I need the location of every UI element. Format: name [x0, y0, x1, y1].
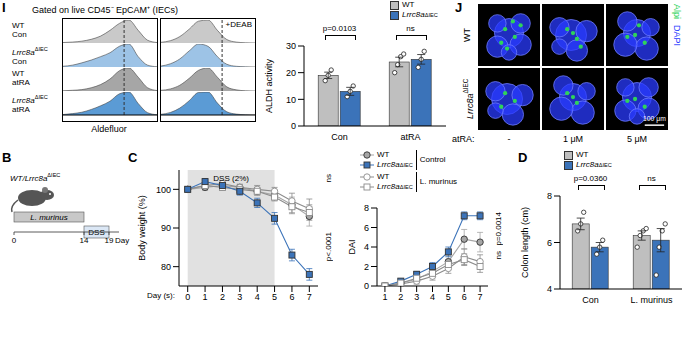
html-text:Lrrc8a: Lrrc8a [465, 93, 475, 120]
html-text:Lrrc8aΔIEC: Lrrc8aΔIEC [12, 46, 48, 57]
svg-text:14: 14 [80, 236, 89, 245]
svg-text:DSS (2%): DSS (2%) [213, 174, 249, 183]
html-text:p<.0001: p<.0001 [324, 232, 333, 262]
html-text:J: J [455, 0, 463, 15]
svg-text:7: 7 [478, 292, 483, 302]
svg-text:0: 0 [185, 292, 190, 302]
svg-text:30: 30 [286, 41, 296, 51]
svg-text:80: 80 [161, 262, 171, 272]
html-text:Gated on live CD45⁻ EpCAM⁺ (IE: Gated on live CD45⁻ EpCAM⁺ (IECs) [32, 5, 179, 15]
svg-text:4: 4 [364, 242, 369, 252]
html-text:+DEAB: +DEAB [225, 20, 252, 29]
html-text:Lrrc8aΔIEC: Lrrc8aΔIEC [377, 182, 413, 191]
svg-text:DSS: DSS [88, 228, 104, 237]
html-text:Aldefluor: Aldefluor [91, 124, 127, 134]
svg-text:2: 2 [364, 262, 369, 272]
svg-text:2: 2 [398, 292, 403, 302]
html-text:B: B [2, 150, 12, 165]
svg-text:19: 19 [105, 236, 114, 245]
svg-text:Day: Day [115, 236, 129, 245]
svg-text:6: 6 [289, 292, 294, 302]
svg-text:L. murinus: L. murinus [630, 295, 673, 305]
svg-text:L. murinus: L. murinus [30, 213, 67, 222]
svg-text:5: 5 [272, 292, 277, 302]
html-text:WT: WT [402, 0, 415, 9]
html-text:Lrrc8aΔIEC: Lrrc8aΔIEC [12, 94, 48, 105]
html-text:Con: Con [12, 30, 27, 39]
svg-text:20: 20 [286, 68, 296, 78]
html-text:ns: ns [647, 174, 656, 183]
svg-text:7: 7 [307, 292, 312, 302]
html-text:WT: WT [12, 21, 25, 30]
html-text:C: C [128, 150, 138, 165]
svg-text:3: 3 [237, 292, 242, 302]
html-text:WT: WT [576, 150, 589, 159]
svg-text:Con: Con [331, 132, 348, 142]
svg-text:10: 10 [286, 95, 296, 105]
html-text:ΔIEC: ΔIEC [462, 78, 469, 94]
svg-text:atRA: atRA [400, 132, 420, 142]
html-text:atRA:: atRA: [452, 134, 475, 144]
svg-text:0: 0 [12, 236, 17, 245]
svg-text:6: 6 [364, 223, 369, 233]
svg-text:DAI: DAI [347, 239, 357, 254]
svg-text:100: 100 [156, 185, 171, 195]
html-text:WT: WT [377, 150, 390, 159]
svg-text:4: 4 [255, 292, 260, 302]
svg-text:1: 1 [203, 292, 208, 302]
svg-text:6: 6 [547, 238, 552, 248]
html-text:p=0.0360: p=0.0360 [573, 174, 608, 183]
html-text:p=0.0014: p=0.0014 [494, 212, 503, 246]
html-text:Lrrc8aΔIEC: Lrrc8aΔIEC [576, 160, 612, 169]
html-text:WT: WT [462, 28, 472, 42]
html-text:1 μM: 1 μM [562, 134, 584, 144]
html-text:atRA: atRA [12, 104, 30, 114]
html-text:D: D [518, 150, 528, 165]
svg-text:ALDH activity: ALDH activity [264, 58, 274, 113]
svg-text:3: 3 [414, 292, 419, 302]
svg-text:8: 8 [547, 191, 552, 201]
svg-text:Con: Con [582, 295, 599, 305]
html-text:ns: ns [406, 24, 415, 33]
svg-text:90: 90 [161, 223, 171, 233]
svg-text:4: 4 [547, 284, 552, 294]
html-text:Con: Con [12, 56, 27, 66]
html-text:Lrrc8aΔIEC: Lrrc8aΔIEC [402, 10, 438, 19]
svg-text:Colon length (cm): Colon length (cm) [520, 207, 530, 278]
html-text:p=0.0103: p=0.0103 [322, 24, 357, 33]
html-text:WT/Lrrc8aΔIEC: WT/Lrrc8aΔIEC [10, 172, 61, 183]
svg-text:100 μm: 100 μm [643, 115, 666, 123]
svg-text:4: 4 [430, 292, 435, 302]
html-text:Control: Control [419, 155, 446, 164]
svg-text:1: 1 [382, 292, 387, 302]
html-text:I: I [2, 0, 6, 15]
svg-text:5: 5 [446, 292, 451, 302]
html-text:DAPI: DAPI [672, 25, 682, 46]
svg-text:6: 6 [462, 292, 467, 302]
html-text:Lrrc8aΔIEC: Lrrc8aΔIEC [377, 160, 413, 169]
svg-text:8: 8 [364, 203, 369, 213]
html-text:WT: WT [377, 172, 390, 181]
html-text:WT: WT [12, 69, 25, 78]
html-text:ns: ns [324, 174, 333, 183]
svg-text:Day (s):: Day (s): [147, 291, 175, 300]
svg-text:0: 0 [364, 281, 369, 291]
svg-text:Body weight (%): Body weight (%) [137, 195, 147, 261]
html-text:L. murinus: L. murinus [419, 177, 458, 186]
svg-text:0: 0 [291, 121, 296, 131]
html-text:5 μM: 5 μM [626, 134, 648, 144]
html-text:ns: ns [494, 251, 503, 260]
html-text:atRA: atRA [12, 78, 30, 87]
html-text:Alpi: Alpi [672, 4, 682, 19]
svg-text:2: 2 [220, 292, 225, 302]
